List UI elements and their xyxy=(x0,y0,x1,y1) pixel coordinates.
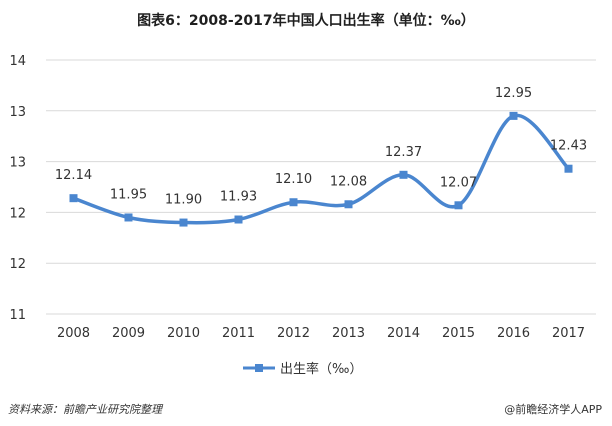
legend: 出生率（‰） xyxy=(243,361,362,377)
data-point xyxy=(289,198,298,207)
data-point xyxy=(179,218,188,227)
x-tick-label: 2012 xyxy=(277,326,310,341)
data-label: 11.93 xyxy=(220,190,257,205)
x-tick-label: 2015 xyxy=(442,326,475,341)
x-tick-label: 2017 xyxy=(552,326,585,341)
data-point xyxy=(234,215,243,224)
data-point xyxy=(509,111,518,120)
data-label: 12.10 xyxy=(275,172,312,187)
x-tick-label: 2008 xyxy=(57,326,90,341)
legend-marker xyxy=(255,364,263,372)
data-label: 12.43 xyxy=(550,139,587,154)
data-label: 12.37 xyxy=(385,145,422,160)
y-tick-label: 13 xyxy=(9,105,26,120)
y-tick-label: 13 xyxy=(9,156,26,171)
y-tick-label: 12 xyxy=(9,257,26,272)
data-point xyxy=(69,194,78,203)
brand-credit: @前瞻经济学人APP xyxy=(504,403,602,416)
x-tick-label: 2009 xyxy=(112,326,145,341)
data-point xyxy=(344,200,353,209)
data-point xyxy=(399,170,408,179)
x-tick-label: 2013 xyxy=(332,326,365,341)
y-tick-label: 14 xyxy=(9,54,26,69)
data-labels: 12.14 11.95 11.90 11.93 12.10 12.08 12.37 12.07… xyxy=(55,86,587,208)
y-axis: 11 12 12 13 13 14 xyxy=(9,54,26,323)
legend-label: 出生率（‰） xyxy=(280,361,362,377)
data-label: 11.90 xyxy=(165,193,202,208)
y-tick-label: 12 xyxy=(9,206,26,221)
data-label: 12.07 xyxy=(440,175,477,190)
x-tick-label: 2016 xyxy=(497,326,530,341)
x-tick-label: 2014 xyxy=(387,326,420,341)
data-label: 12.14 xyxy=(55,168,92,183)
series-markers xyxy=(69,111,573,227)
chart-title: 图表6：2008-2017年中国人口出生率（单位：‰） xyxy=(137,13,475,29)
series-line xyxy=(72,113,570,225)
data-point xyxy=(454,201,463,210)
x-tick-label: 2010 xyxy=(167,326,200,341)
series-line-path xyxy=(72,113,570,225)
x-axis: 2008 2009 2010 2011 2012 2013 2014 2015 2016 2017 xyxy=(57,326,585,341)
data-label: 12.95 xyxy=(495,86,532,101)
data-point xyxy=(564,164,573,173)
gridlines xyxy=(46,59,596,315)
data-point xyxy=(124,213,133,222)
x-tick-label: 2011 xyxy=(222,326,255,341)
source-note: 资料来源：前瞻产业研究院整理 xyxy=(8,403,162,416)
data-label: 12.08 xyxy=(330,174,367,189)
data-label: 11.95 xyxy=(110,187,147,202)
y-tick-label: 11 xyxy=(9,308,26,323)
